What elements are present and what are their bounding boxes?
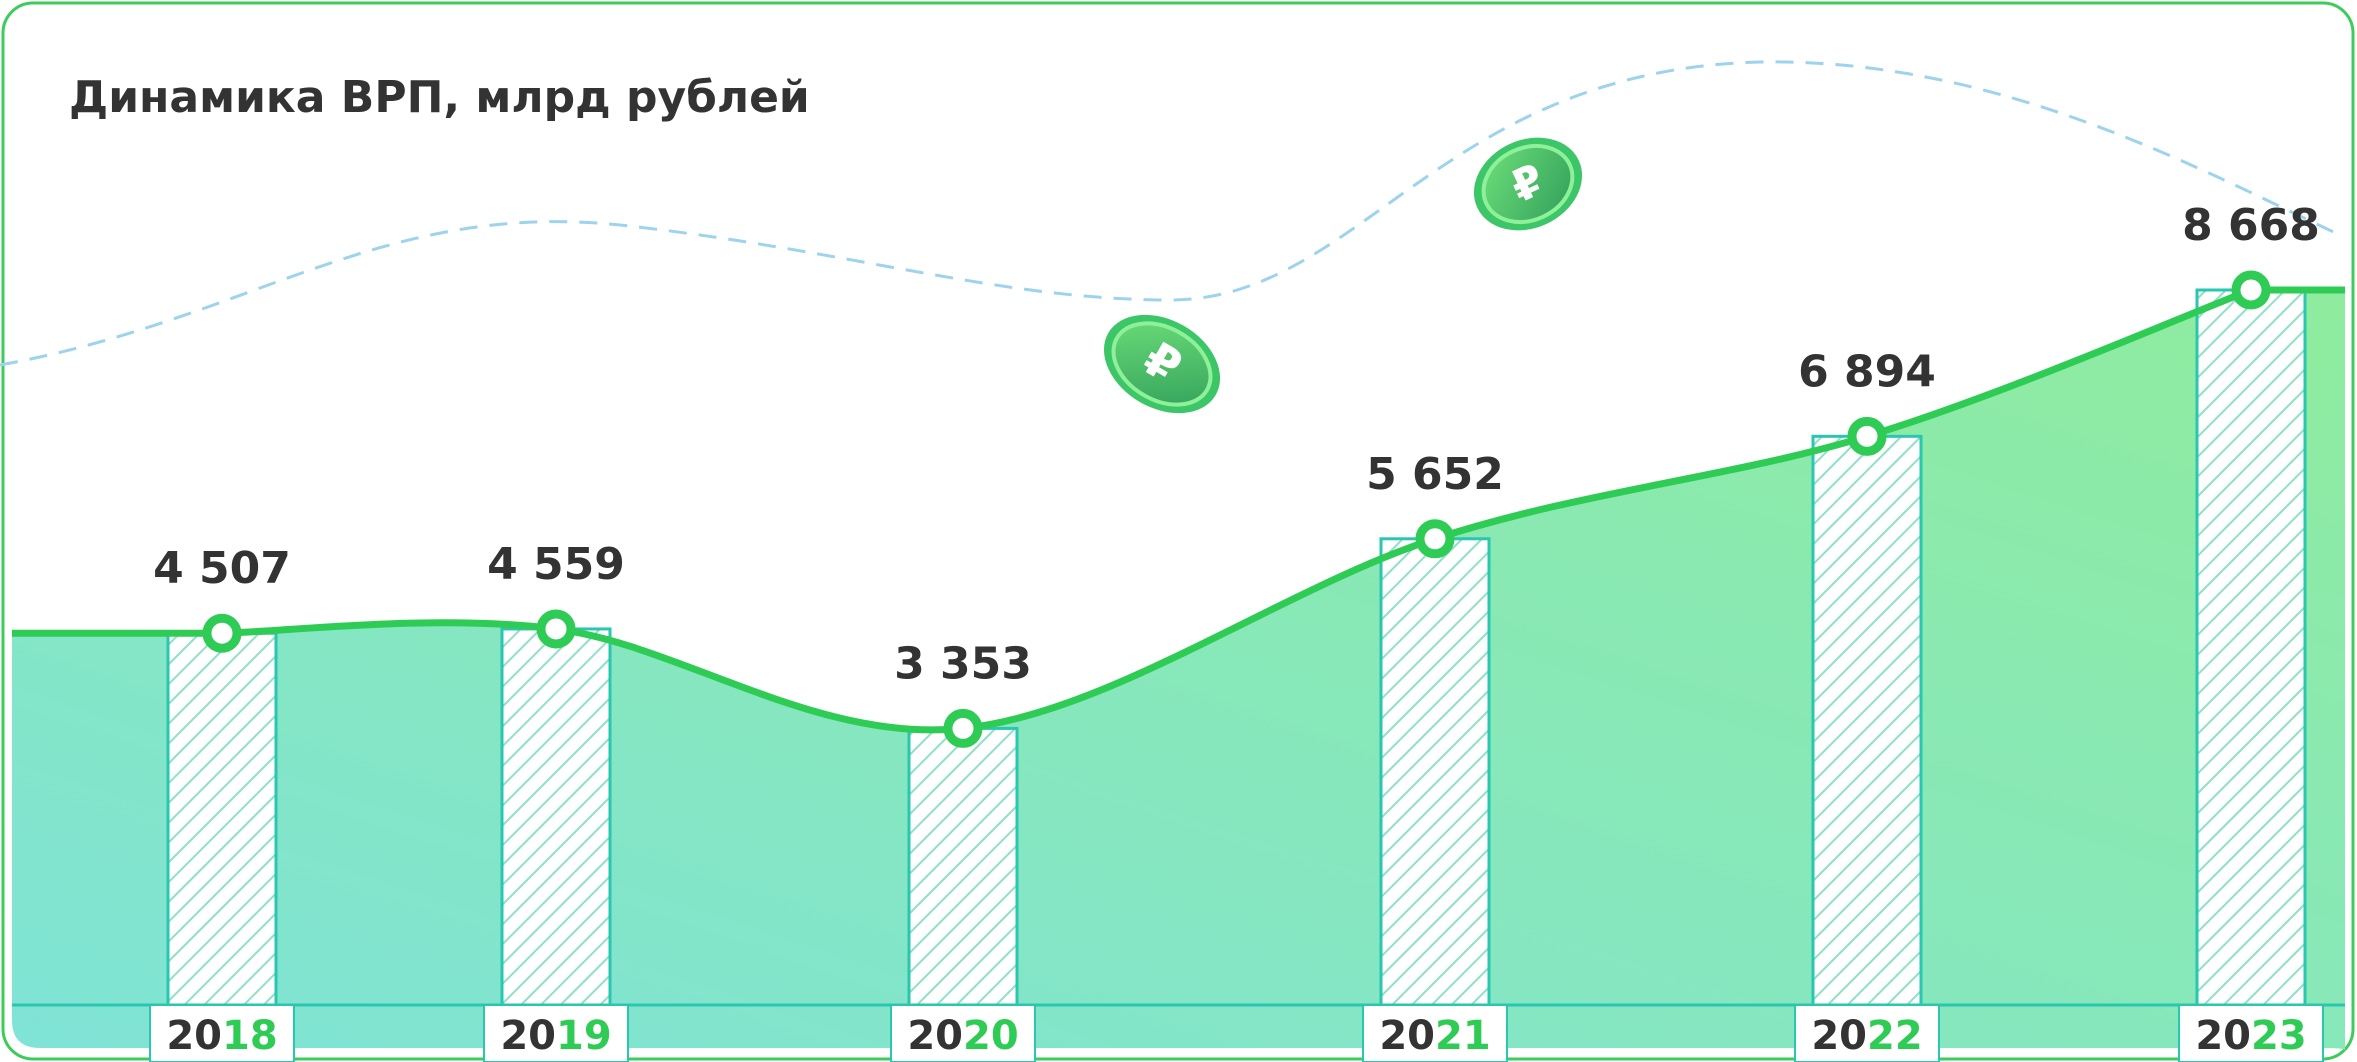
bar: [909, 728, 1017, 1005]
value-label: 4 507: [153, 543, 291, 594]
point: [948, 713, 978, 743]
x-tick-label: 2020: [907, 1013, 1018, 1059]
x-tick-label: 2021: [1379, 1013, 1490, 1059]
point: [1852, 421, 1882, 451]
value-label: 8 668: [2182, 200, 2320, 251]
value-label: 3 353: [894, 638, 1032, 689]
value-label: 6 894: [1798, 346, 1936, 397]
bar: [1813, 436, 1921, 1005]
chart-title: Динамика ВРП, млрд рублей: [69, 72, 810, 123]
point: [2236, 275, 2266, 305]
x-tick-label: 2023: [2195, 1013, 2306, 1059]
point: [541, 614, 571, 644]
point: [1420, 524, 1450, 554]
value-label: 5 652: [1366, 449, 1504, 500]
x-tick-label: 2018: [166, 1013, 277, 1059]
bar: [168, 633, 276, 1005]
chart: 4 507 2018 4 559 2019 3 353 2020 5 652 2021 6 89…: [0, 0, 2357, 1062]
x-tick-label: 2022: [1811, 1013, 1922, 1059]
bar: [1381, 539, 1489, 1005]
x-tick-label: 2019: [500, 1013, 611, 1059]
bar: [2197, 290, 2305, 1005]
bar: [502, 629, 610, 1005]
point: [207, 618, 237, 648]
value-label: 4 559: [487, 539, 625, 590]
